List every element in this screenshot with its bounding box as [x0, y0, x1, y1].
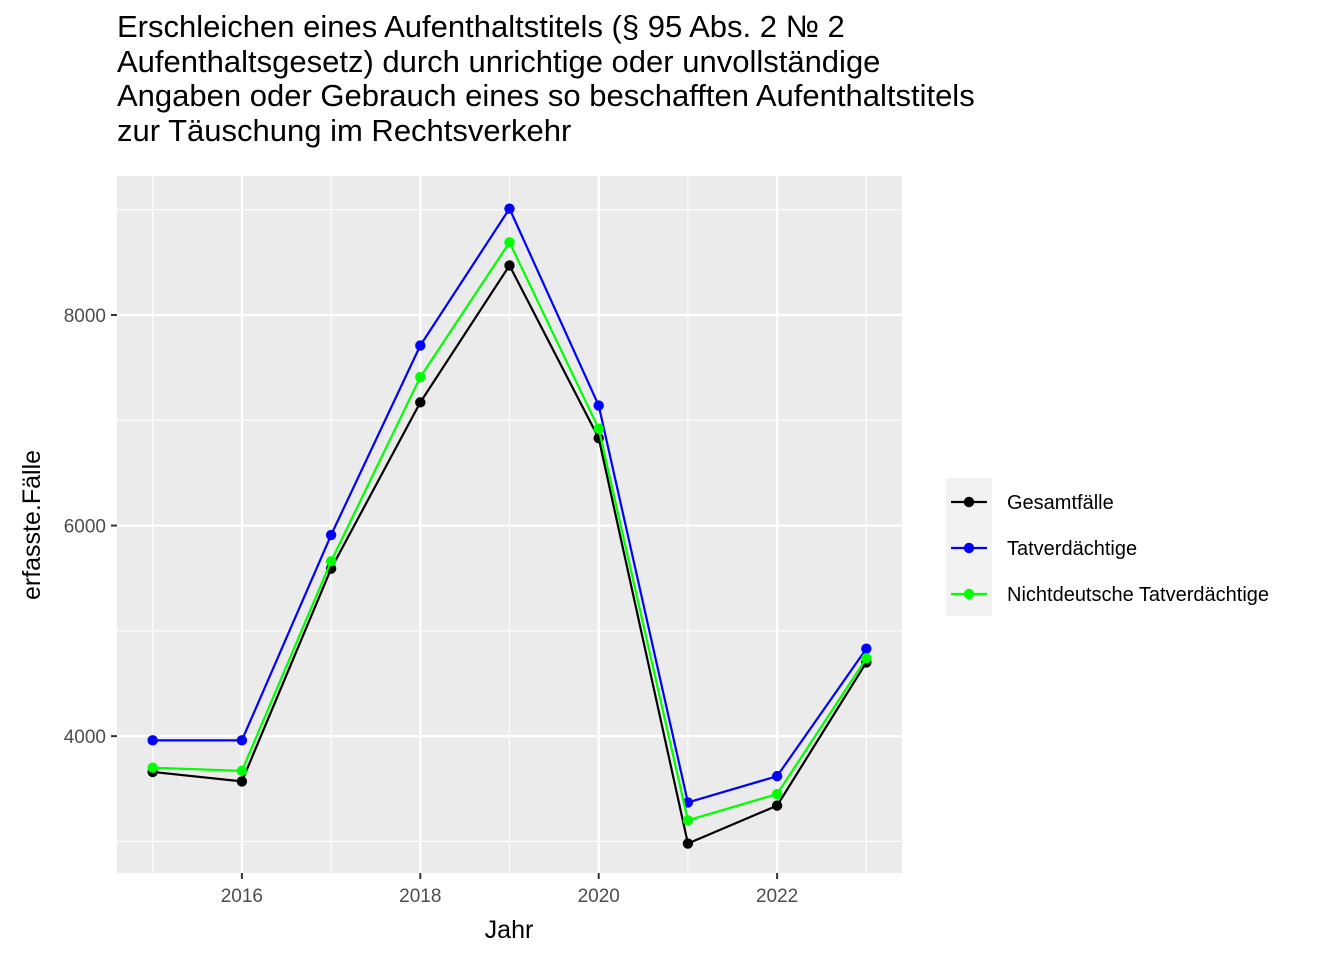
data-point [682, 838, 694, 849]
y-tick-label: 8000 [64, 306, 106, 327]
data-point [415, 397, 426, 408]
grid-major [117, 176, 902, 873]
x-tick-label: 2016 [221, 886, 263, 907]
series-layer [147, 203, 872, 849]
data-point [415, 340, 426, 351]
data-point [861, 653, 872, 664]
data-point [771, 770, 783, 782]
data-point [861, 643, 872, 654]
data-point [771, 788, 783, 800]
legend-key-point [963, 588, 975, 600]
data-point [504, 203, 515, 214]
chart-title-line: Angaben oder Gebrauch eines so beschafft… [117, 78, 975, 113]
chart-title-line: Erschleichen eines Aufenthaltstitels (§ … [117, 9, 845, 44]
data-point [236, 765, 248, 777]
chart-title-line: Aufenthaltsgesetz) durch unrichtige oder… [117, 43, 881, 79]
legend-label: Gesamtfälle [1007, 492, 1114, 514]
y-axis-title: erfasste.Fälle [18, 450, 46, 600]
data-point [236, 735, 248, 746]
legend-label: Tatverdächtige [1007, 538, 1137, 560]
data-point [147, 735, 158, 746]
data-point [593, 400, 604, 411]
data-point [325, 556, 337, 567]
data-point [325, 529, 337, 541]
data-point [236, 776, 248, 787]
x-tick-label: 2018 [399, 886, 441, 907]
x-axis-title: Jahr [485, 916, 534, 944]
chart-title: Erschleichen eines Aufenthaltstitels (§ … [117, 9, 1317, 148]
legend-key-point [963, 496, 975, 508]
data-point [771, 800, 783, 811]
legend: Gesamtfälle Tatverdächtige Nichtdeutsche T… [946, 478, 1269, 616]
data-point [504, 260, 515, 271]
data-point [147, 762, 158, 773]
legend-label: Nichtdeutsche Tatverdächtige [1007, 584, 1269, 606]
axes: 2016 2018 2020 2022 4000 6000 8000 [64, 306, 799, 907]
y-tick-label: 6000 [64, 517, 106, 538]
x-tick-label: 2022 [756, 886, 798, 907]
x-tick-label: 2020 [578, 886, 620, 907]
data-point [593, 423, 604, 434]
data-point [504, 237, 515, 248]
chart-title-line: zur Täuschung im Rechtsverkehr [117, 112, 572, 148]
y-tick-label: 4000 [64, 727, 106, 748]
legend-key-point [963, 542, 975, 554]
data-point [682, 815, 694, 826]
data-point [415, 371, 426, 383]
